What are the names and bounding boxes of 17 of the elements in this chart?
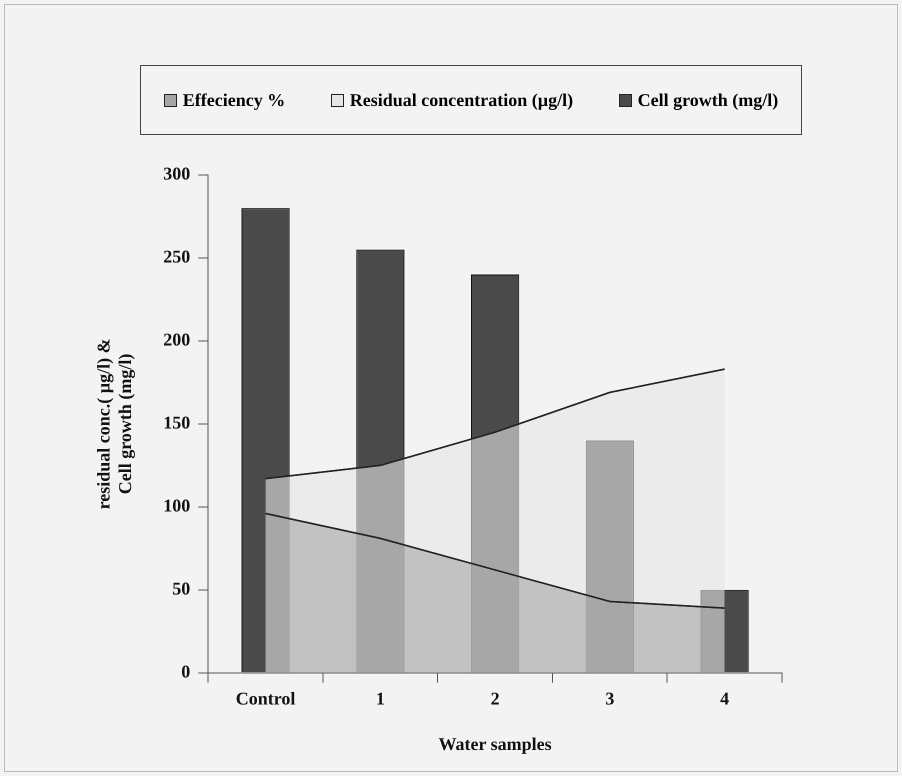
- x-tick-label: 1: [376, 688, 385, 708]
- y-tick-label: 300: [163, 164, 190, 184]
- x-tick-label: 4: [720, 688, 730, 708]
- legend-label: Residual concentration (µg/l): [350, 90, 574, 110]
- y-axis-title: residual conc.( µg/l) & Cell growth (mg/l): [93, 338, 136, 510]
- y-tick-label: 250: [163, 246, 190, 267]
- legend-label: Effeciency %: [182, 90, 286, 110]
- x-tick-label: 2: [490, 688, 500, 708]
- x-axis-title: Water samples: [438, 734, 552, 754]
- y-tick-label: 0: [181, 661, 190, 682]
- y-tick-label: 100: [163, 496, 190, 516]
- x-tick-label: Control: [236, 688, 296, 708]
- legend-label: Cell growth (mg/l): [638, 90, 778, 110]
- y-tick-label: 200: [163, 330, 190, 350]
- x-tick-label: 3: [605, 688, 614, 708]
- y-tick-label: 50: [172, 578, 190, 598]
- y-tick-label: 150: [163, 412, 190, 433]
